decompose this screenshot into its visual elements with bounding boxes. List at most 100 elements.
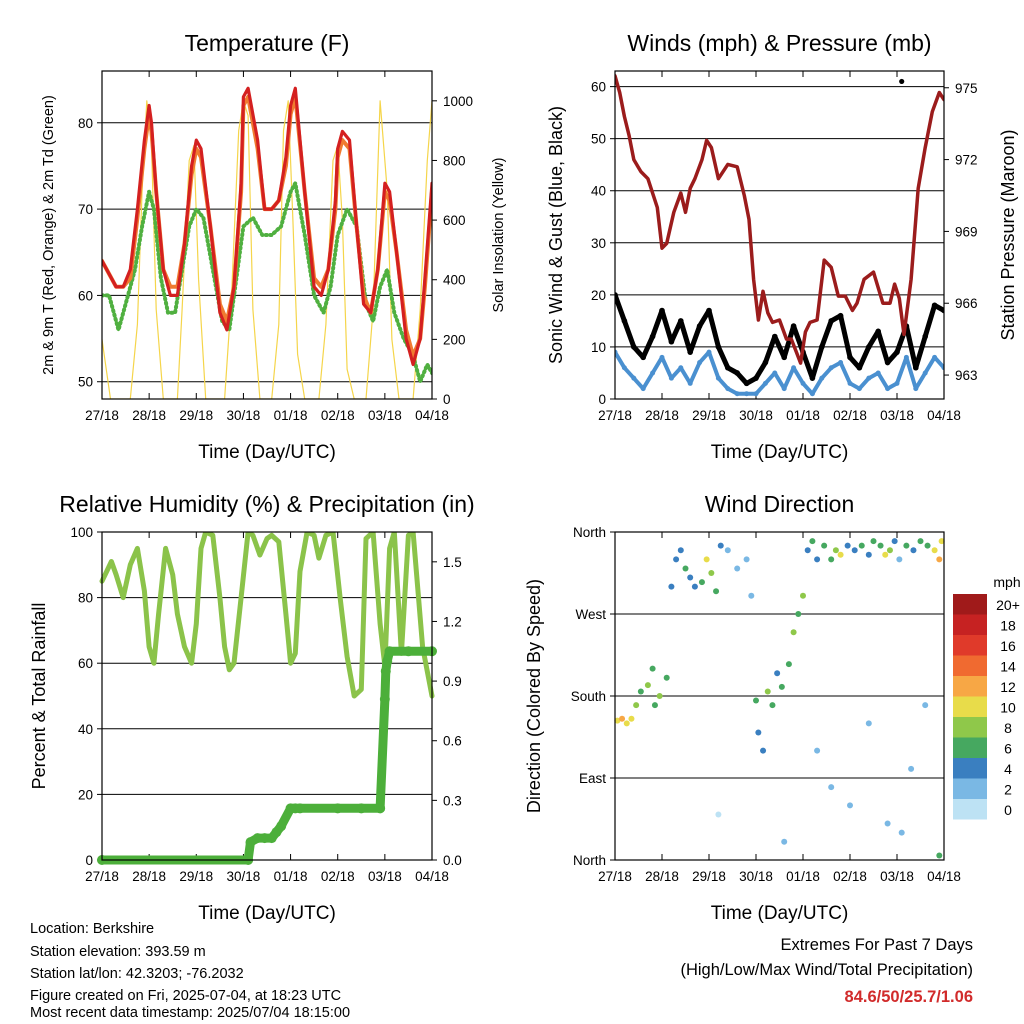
- precip-point: [276, 821, 287, 832]
- panel-title: Wind Direction: [705, 491, 855, 517]
- wind-point: [809, 391, 815, 397]
- wind-point: [615, 349, 618, 355]
- wind-point: [687, 380, 693, 386]
- y-tick-label: 10: [591, 340, 606, 355]
- y-tick-label: 40: [78, 722, 93, 737]
- direction-point: [922, 702, 929, 709]
- precip-point: [252, 833, 263, 844]
- direction-point: [804, 547, 811, 554]
- direction-point: [717, 542, 724, 549]
- direction-point: [623, 720, 630, 727]
- direction-point: [677, 547, 684, 554]
- direction-point: [691, 583, 698, 590]
- x-tick-label: 03/18: [880, 869, 914, 884]
- wind-point: [772, 370, 778, 376]
- colorbar-tick-label: 14: [1000, 659, 1016, 675]
- y2-tick-label: 0: [443, 392, 451, 407]
- wind-point: [659, 354, 665, 360]
- colorbar-swatch: [953, 676, 987, 697]
- x-tick-label: 28/18: [132, 869, 166, 884]
- y2-tick-label: 0.6: [443, 734, 462, 749]
- direction-point: [713, 588, 720, 595]
- direction-point: [673, 556, 680, 563]
- direction-point: [708, 570, 715, 576]
- x-tick-label: 28/18: [645, 408, 679, 423]
- wind-point: [762, 380, 768, 386]
- direction-point: [755, 729, 762, 736]
- colorbar-swatch: [953, 717, 987, 738]
- x-tick-label: 01/18: [786, 869, 820, 884]
- direction-point: [795, 611, 802, 617]
- direction-point: [898, 829, 905, 836]
- wind-point: [894, 380, 900, 386]
- direction-point: [734, 565, 741, 572]
- y2-tick-label: 400: [443, 273, 466, 288]
- series-gust: [615, 292, 944, 386]
- y-axis-label: Sonic Wind & Gust (Blue, Black): [546, 106, 566, 364]
- direction-point: [851, 547, 858, 554]
- wind-point: [828, 365, 834, 371]
- x-axis-label: Time (Day/UTC): [711, 903, 849, 924]
- y-tick-label: 20: [78, 787, 93, 802]
- wind-point: [838, 360, 844, 366]
- x-tick-label: 02/18: [833, 408, 867, 423]
- precip-point: [259, 833, 270, 844]
- x-tick-label: 01/18: [786, 408, 820, 423]
- direction-point: [891, 538, 898, 545]
- wind-point: [781, 386, 787, 392]
- elevation-text: Station elevation: 393.59 m: [30, 944, 206, 960]
- y-tick-label: 40: [591, 184, 606, 199]
- rh-series: [97, 532, 437, 865]
- wind-point: [650, 370, 656, 376]
- direction-point: [858, 542, 865, 549]
- winds-series: [615, 74, 944, 397]
- wind-point: [697, 360, 703, 366]
- wind-point: [913, 386, 919, 392]
- colorbar-tick-label: 10: [1000, 700, 1016, 716]
- colorbar-swatch: [953, 635, 987, 656]
- y-tick-label: East: [579, 771, 606, 786]
- x-tick-label: 29/18: [179, 408, 213, 423]
- direction-point: [800, 592, 806, 599]
- colorbar-swatch: [953, 758, 987, 779]
- wind-point: [734, 391, 740, 397]
- direction-point: [828, 556, 835, 563]
- direction-point: [644, 682, 651, 689]
- series-relative-humidity: [99, 532, 435, 699]
- y-tick-label: West: [575, 607, 606, 622]
- x-tick-label: 29/18: [692, 869, 726, 884]
- direction-point: [764, 688, 771, 695]
- latlon-text: Station lat/lon: 42.3203; -76.2032: [30, 966, 244, 982]
- x-tick-label: 30/18: [227, 408, 261, 423]
- direction-point: [724, 547, 731, 554]
- precip-point: [332, 803, 343, 814]
- panel-winds-pressure: Winds (mph) & Pressure (mb) Time (Day/UTC…: [546, 30, 1018, 463]
- y-tick-label: South: [571, 689, 606, 704]
- extremes-heading: Extremes For Past 7 Days: [780, 936, 973, 954]
- direction-point: [698, 579, 705, 586]
- direction-point: [682, 565, 689, 572]
- wind-point: [744, 391, 750, 397]
- y-axis-label: Percent & Total Rainfall: [29, 603, 49, 790]
- y2-tick-label: 200: [443, 332, 466, 347]
- y2-tick-label: 1000: [443, 94, 473, 109]
- direction-point: [884, 820, 891, 827]
- y2-tick-label: 0.0: [443, 853, 462, 868]
- precip-point: [375, 803, 386, 814]
- y2-tick-label: 1.5: [443, 555, 462, 570]
- x-axis-label: Time (Day/UTC): [198, 903, 336, 924]
- extremes-values: 84.6/50/25.7/1.06: [844, 988, 973, 1006]
- wind-point: [706, 349, 712, 355]
- direction-point: [753, 697, 759, 704]
- wind-point: [941, 365, 944, 371]
- extremes-subheading: (High/Low/Max Wind/Total Precipitation): [680, 961, 973, 979]
- wind-point: [668, 375, 674, 381]
- wind-point: [715, 375, 721, 381]
- y-axis-label: 2m & 9m T (Red, Orange) & 2m Td (Green): [41, 95, 57, 375]
- colorbar-swatch: [953, 614, 987, 635]
- y-axis-label: Direction (Colored By Speed): [524, 579, 544, 813]
- plot-border: [101, 70, 433, 400]
- direction-point: [715, 811, 722, 818]
- x-tick-label: 04/18: [415, 408, 449, 423]
- direction-point: [687, 574, 694, 581]
